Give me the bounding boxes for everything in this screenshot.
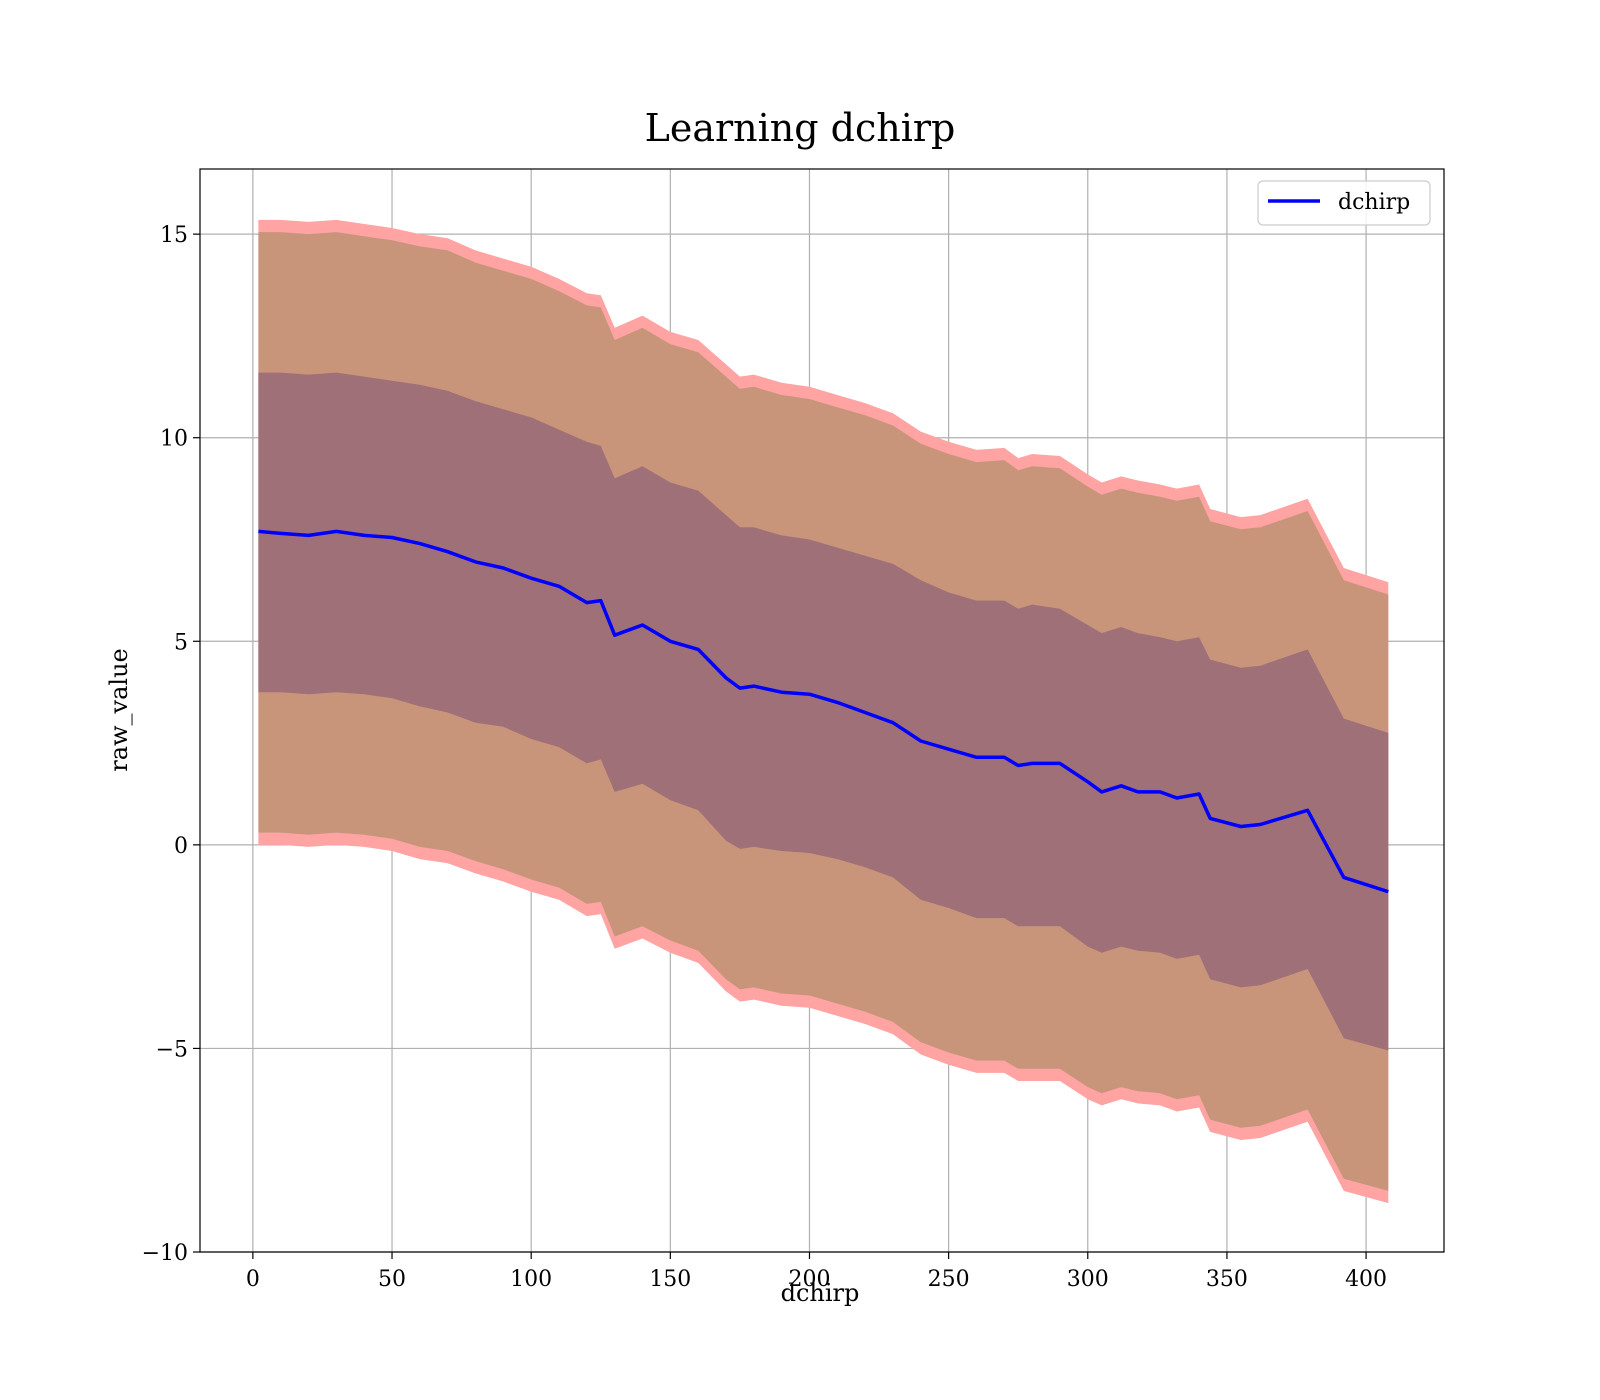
chart-title: Learning dchirp [645,106,956,150]
legend-box [1257,180,1431,226]
x-axis-title: dchirp [781,1279,860,1307]
axis-ticks: 0 50 100 150 200 250 300 350 400 −10 −5 0 5 10 15 [142,223,1388,1292]
x-tick-label: 50 [378,1267,406,1292]
inner-band [258,372,1389,1051]
x-tick-label: 200 [788,1267,830,1292]
confidence-bands [258,219,1389,1204]
legend-label: dchirp [1338,190,1410,215]
y-tick-label: 5 [174,630,188,655]
x-tick-label: 350 [1206,1267,1248,1292]
x-tick-label: 300 [1067,1267,1109,1292]
y-axis-title: raw_value [105,648,133,772]
legend: dchirp [1257,180,1431,226]
y-tick-label: 15 [160,223,188,248]
x-tick-label: 150 [649,1267,691,1292]
y-tick-label: 10 [160,427,188,452]
x-tick-label: 100 [510,1267,552,1292]
series-lines [258,529,1389,894]
series-line [258,529,1389,894]
y-tick-label: −5 [156,1037,188,1062]
y-tick-label: 0 [174,834,188,859]
y-tick-label: −10 [142,1241,188,1266]
plot-frame [199,168,1445,1253]
x-tick-label: 400 [1345,1267,1387,1292]
x-tick-label: 250 [928,1267,970,1292]
x-tick-label: 0 [246,1267,260,1292]
